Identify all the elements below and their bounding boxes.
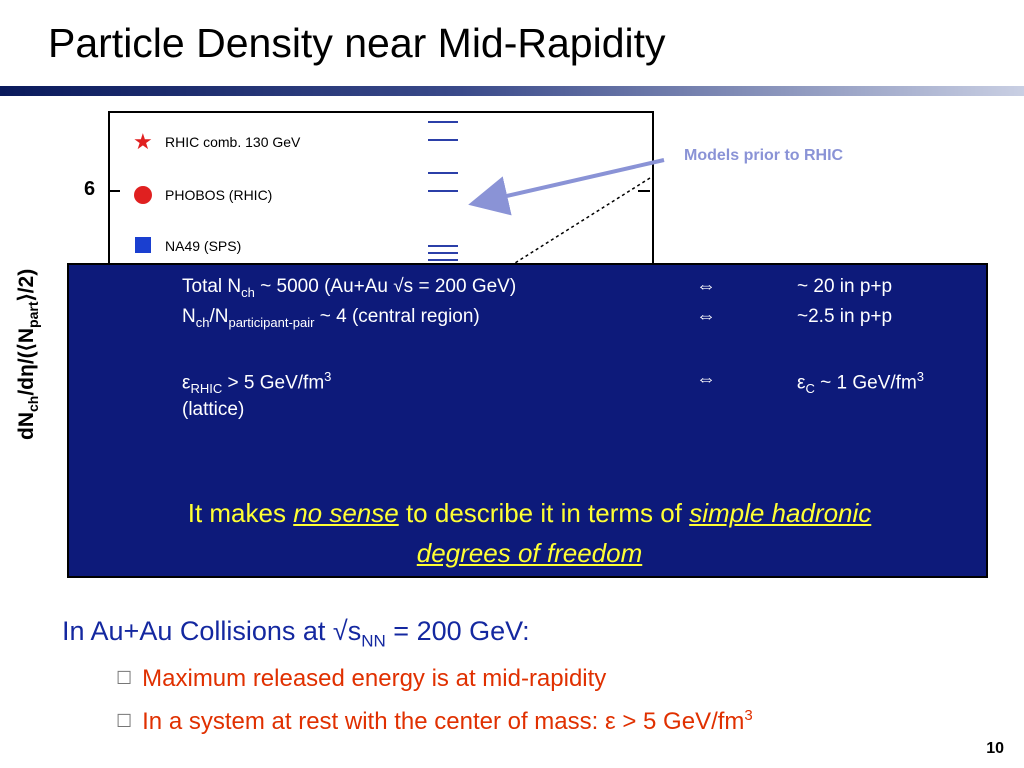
circle-icon [134, 186, 152, 204]
info-row-energy-critical: εC ~ 1 GeV/fm3 [797, 369, 925, 397]
model-bar [428, 139, 458, 141]
legend-label-rhic: RHIC comb. 130 GeV [165, 134, 301, 150]
callout-label: Models prior to RHIC [684, 147, 844, 164]
plot-frame [108, 111, 654, 273]
model-bar [428, 190, 458, 192]
info-row-total-pp: ~ 20 in p+p [797, 276, 893, 297]
y-tick-right [638, 190, 650, 192]
square-bullet-icon: ☐ [116, 711, 133, 731]
info-box: Total Nch ~ 5000 (Au+Au √s = 200 GeV) ⇔ … [67, 263, 988, 578]
legend-label-phobos: PHOBOS (RHIC) [165, 187, 273, 203]
equivalence-arrow: ⇔ [696, 275, 716, 297]
star-icon: ★ [133, 129, 153, 154]
equivalence-arrow: ⇔ [696, 368, 716, 390]
square-bullet-icon: ☐ [116, 668, 133, 688]
page-number: 10 [986, 740, 1004, 757]
equivalence-arrow: ⇔ [696, 305, 716, 327]
info-row-energy-rhic: εRHIC > 5 GeV/fm3 [182, 369, 332, 397]
info-row-ratio: Nch/Nparticipant-pair ~ 4 (central regio… [182, 306, 480, 330]
info-row-total-nch: Total Nch ~ 5000 (Au+Au √s = 200 GeV) [182, 276, 517, 300]
sub-bullet-2: ☐ In a system at rest with the center of … [116, 707, 753, 735]
statement-line1: It makes no sense to describe it in term… [187, 498, 872, 528]
model-bar [428, 121, 458, 123]
callout-arrow [468, 158, 665, 216]
slide-title: Particle Density near Mid-Rapidity [48, 20, 666, 66]
model-bar [428, 259, 458, 261]
square-icon [135, 237, 151, 253]
model-bar [428, 252, 458, 254]
info-row-ratio-pp: ~2.5 in p+p [797, 306, 893, 327]
model-bar [428, 245, 458, 247]
sub-bullet-1: ☐ Maximum released energy is at mid-rapid… [116, 665, 607, 692]
annotation-lines [468, 158, 665, 264]
legend-label-na49: NA49 (SPS) [165, 238, 242, 254]
model-bar [428, 172, 458, 174]
info-row-lattice: (lattice) [182, 399, 245, 420]
dashed-trend-line [514, 177, 651, 264]
statement-line2: degrees of freedom [416, 538, 643, 568]
title-divider [0, 86, 1024, 96]
y-tick [108, 190, 120, 192]
main-bullet: In Au+Au Collisions at √sNN = 200 GeV: [62, 616, 530, 651]
y-tick-label: 6 [84, 178, 96, 200]
